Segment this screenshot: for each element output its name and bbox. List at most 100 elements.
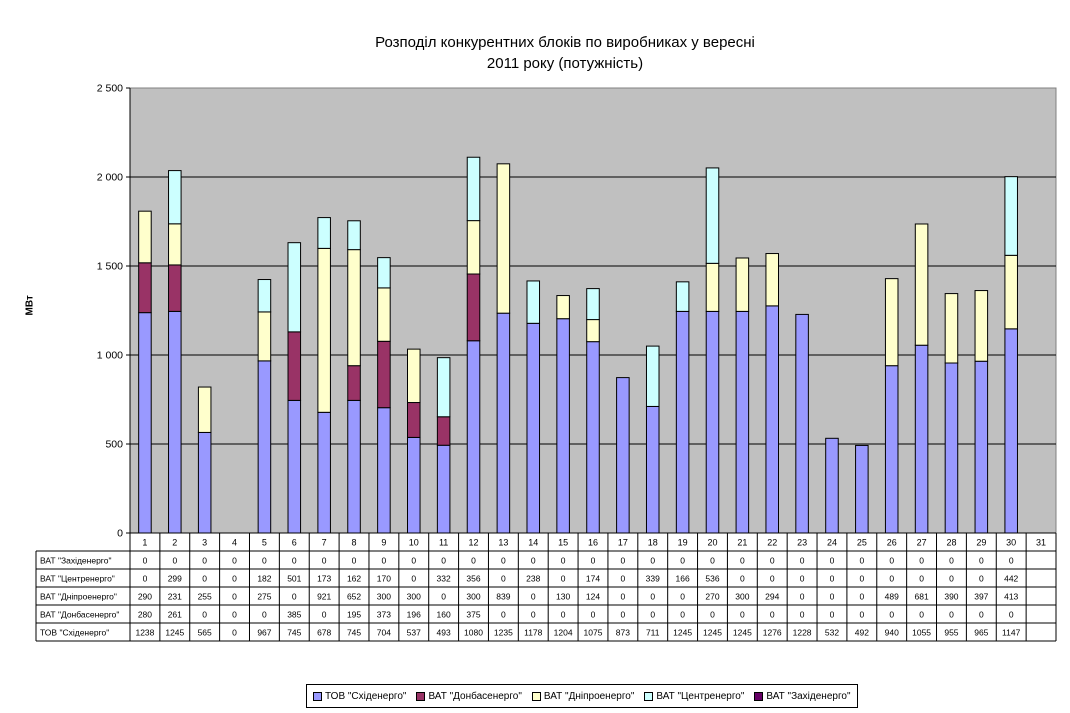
data-label: 261	[168, 610, 182, 620]
data-label: 1080	[464, 628, 483, 638]
data-label: 0	[919, 556, 924, 566]
bar-segment	[496, 163, 511, 314]
data-label: 0	[710, 610, 715, 620]
data-label: 0	[859, 556, 864, 566]
bar-segment	[168, 310, 182, 534]
data-label: 681	[914, 592, 928, 602]
data-label: 0	[979, 556, 984, 566]
data-label: 0	[830, 556, 835, 566]
data-label: 0	[740, 574, 745, 584]
data-label: 270	[705, 592, 719, 602]
bar-segment	[526, 322, 541, 534]
data-label: 1245	[703, 628, 722, 638]
bar-segment	[586, 341, 600, 534]
bar-segment	[735, 310, 750, 534]
data-label: 493	[437, 628, 451, 638]
data-label: 1055	[912, 628, 931, 638]
data-label: 0	[889, 556, 894, 566]
data-label: 678	[317, 628, 331, 638]
data-label: 300	[407, 592, 421, 602]
legend: ТОВ "Східенерго" ВАТ "Донбасенерго" ВАТ "Д…	[306, 684, 858, 708]
bar-segment	[705, 262, 720, 312]
bar-segment	[645, 405, 660, 534]
data-label: 0	[143, 574, 148, 584]
bar-segment	[765, 305, 779, 534]
data-label: 162	[347, 574, 361, 584]
bar-segment	[466, 156, 481, 222]
data-label: 0	[621, 574, 626, 584]
bar-segment	[138, 262, 152, 314]
data-label: 0	[949, 574, 954, 584]
data-label: 0	[621, 592, 626, 602]
legend-item: ТОВ "Східенерго"	[313, 691, 406, 702]
legend-item: ВАТ "Донбасенерго"	[416, 690, 522, 702]
bar-segment	[257, 279, 272, 313]
data-label: 873	[616, 628, 630, 638]
data-label: 1245	[165, 628, 184, 638]
data-label: 0	[411, 556, 416, 566]
data-label: 0	[830, 574, 835, 584]
x-tick-label: 27	[917, 538, 927, 548]
data-label: 965	[974, 628, 988, 638]
x-tick-label: 4	[232, 538, 237, 548]
data-label: 196	[407, 610, 421, 620]
data-label: 1245	[733, 628, 752, 638]
x-tick-label: 12	[469, 538, 479, 548]
bar-segment	[944, 362, 959, 534]
bar-segment	[436, 416, 451, 446]
data-label: 0	[949, 610, 954, 620]
data-label: 0	[680, 556, 685, 566]
bar-segment	[377, 287, 391, 342]
data-label: 124	[586, 592, 600, 602]
data-label: 0	[561, 610, 566, 620]
data-label: 1075	[584, 628, 603, 638]
bar-segment	[347, 365, 361, 401]
data-label: 231	[168, 592, 182, 602]
data-label: 0	[830, 592, 835, 602]
y-tick-label: 2 500	[97, 83, 123, 95]
bar-segment	[168, 170, 182, 225]
data-label: 1204	[554, 628, 573, 638]
data-label: 0	[441, 592, 446, 602]
data-label: 0	[889, 610, 894, 620]
bar-segment	[257, 311, 272, 362]
data-label: 652	[347, 592, 361, 602]
data-label: 332	[437, 574, 451, 584]
data-label: 0	[680, 610, 685, 620]
data-label: 255	[198, 592, 212, 602]
bar-segment	[914, 344, 929, 534]
bar-segment	[556, 295, 570, 320]
bar-segment	[675, 281, 690, 312]
bar-segment	[884, 278, 899, 367]
data-label: 0	[531, 556, 536, 566]
data-label: 0	[800, 556, 805, 566]
data-label: 1276	[763, 628, 782, 638]
data-label: 339	[646, 574, 660, 584]
legend-swatch	[754, 691, 764, 701]
y-tick-label: 1 000	[97, 350, 123, 362]
bar-segment	[974, 360, 989, 534]
data-label: 921	[317, 592, 331, 602]
data-label: 275	[257, 592, 271, 602]
data-label: 0	[591, 610, 596, 620]
data-label: 413	[1004, 592, 1018, 602]
data-label: 536	[705, 574, 719, 584]
bar-segment	[914, 223, 929, 346]
legend-label: ТОВ "Східенерго"	[325, 690, 407, 702]
legend-label: ВАТ "Донбасенерго"	[428, 690, 522, 702]
legend-item: ВАТ "Західенерго"	[754, 691, 851, 702]
bar-segment	[556, 318, 570, 534]
data-label: 0	[232, 628, 237, 638]
x-tick-label: 1	[142, 538, 147, 548]
x-tick-label: 21	[737, 538, 747, 548]
legend-swatch	[313, 691, 322, 701]
data-label: 280	[138, 610, 152, 620]
data-label: 565	[198, 628, 212, 638]
x-tick-label: 13	[498, 538, 508, 548]
data-label: 0	[471, 556, 476, 566]
x-tick-label: 5	[262, 538, 267, 548]
data-label: 0	[591, 556, 596, 566]
bar-segment	[974, 290, 989, 362]
data-label: 745	[347, 628, 361, 638]
